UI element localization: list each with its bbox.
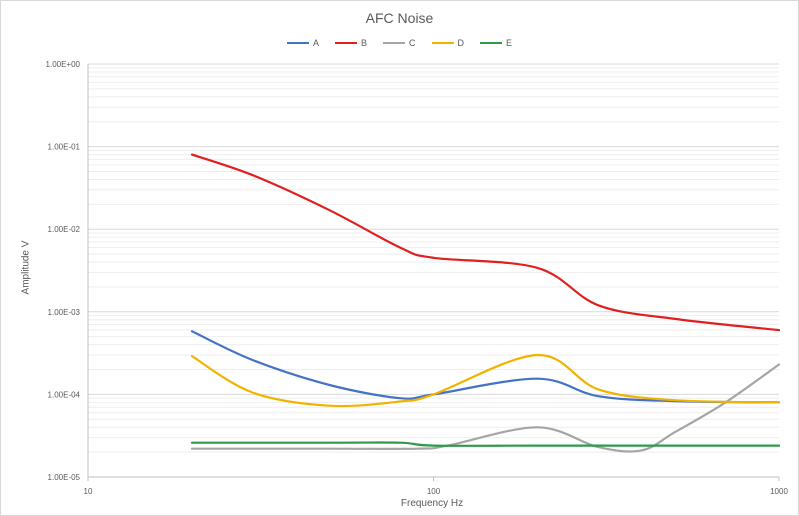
legend-item-c: C bbox=[383, 38, 416, 48]
y-tick-label: 1.00E-03 bbox=[48, 308, 81, 317]
series-line-b bbox=[190, 153, 781, 332]
y-tick-label: 1.00E-02 bbox=[48, 225, 81, 234]
y-tick-label: 1.00E-04 bbox=[48, 390, 81, 399]
legend-swatch bbox=[480, 42, 502, 44]
x-tick-label: 100 bbox=[427, 487, 441, 496]
legend-item-e: E bbox=[480, 38, 512, 48]
legend-swatch bbox=[334, 42, 357, 44]
x-tick-label: 10 bbox=[84, 487, 93, 496]
y-tick-label: 1.00E-01 bbox=[48, 143, 81, 152]
y-tick-label: 1.00E+00 bbox=[46, 60, 81, 69]
legend-label: B bbox=[360, 38, 367, 48]
legend-item-d: D bbox=[431, 38, 465, 48]
x-axis-label: Frequency Hz bbox=[400, 498, 464, 509]
series-line-a bbox=[190, 330, 781, 404]
series-line-e bbox=[190, 441, 781, 447]
legend-swatch bbox=[431, 42, 454, 44]
y-axis-label: Amplitude V bbox=[20, 240, 32, 295]
legend-swatch bbox=[286, 42, 309, 44]
legend-label: E bbox=[506, 38, 513, 48]
series-line-d bbox=[190, 353, 781, 408]
legend-item-a: A bbox=[286, 38, 319, 48]
legend-label: C bbox=[409, 38, 416, 48]
legend-label: A bbox=[312, 38, 319, 48]
legend-item-b: B bbox=[334, 38, 367, 48]
chart-title: AFC Noise bbox=[365, 10, 434, 26]
series-line-c bbox=[190, 363, 781, 453]
legend-swatch bbox=[383, 42, 405, 44]
legend: A B C D E bbox=[0, 38, 799, 48]
legend-label: D bbox=[457, 38, 465, 48]
x-tick-label: 1000 bbox=[770, 487, 788, 496]
y-tick-label: 1.00E-05 bbox=[48, 473, 81, 482]
